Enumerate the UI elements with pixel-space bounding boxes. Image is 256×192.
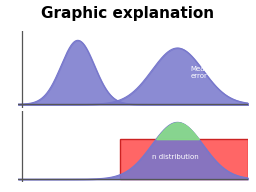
Bar	[120, 139, 248, 179]
Text: n distribution: n distribution	[152, 154, 199, 160]
Text: Graphic explanation: Graphic explanation	[41, 6, 215, 21]
Text: Measurement
error: Measurement error	[191, 66, 239, 79]
